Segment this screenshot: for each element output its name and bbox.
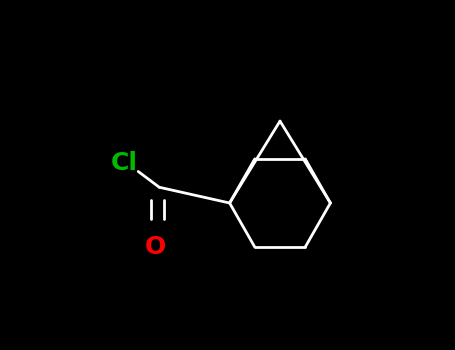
Text: O: O — [145, 234, 167, 259]
Text: Cl: Cl — [110, 151, 137, 175]
